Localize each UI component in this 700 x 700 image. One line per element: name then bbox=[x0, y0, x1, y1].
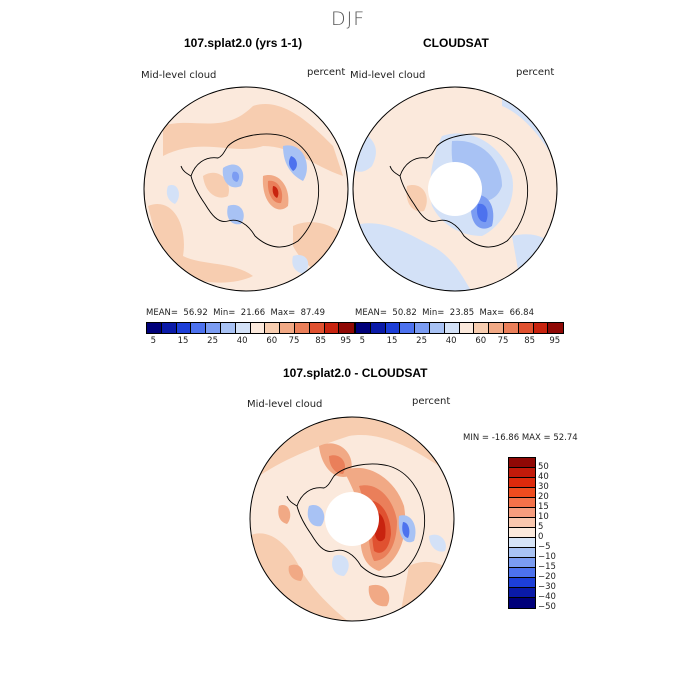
colorbar-swatch bbox=[509, 508, 535, 518]
model-mean: MEAN= 56.92 Min= 21.66 Max= 87.49 bbox=[146, 308, 325, 318]
colorbar-swatch bbox=[356, 323, 371, 333]
colorbar-tick-label: −10 bbox=[538, 552, 556, 562]
colorbar-tick-label: 15 bbox=[386, 336, 398, 346]
colorbar-swatch bbox=[509, 528, 535, 538]
colorbar-tick-label: 75 bbox=[288, 336, 300, 346]
colorbar-tick-label: 20 bbox=[538, 492, 549, 502]
colorbar-swatch bbox=[509, 478, 535, 488]
diff-field-label: Mid-level cloud bbox=[247, 399, 323, 410]
colorbar-swatch bbox=[265, 323, 281, 333]
colorbar-swatch bbox=[235, 323, 251, 333]
colorbar-tick-label: 95 bbox=[340, 336, 352, 346]
diff-colorbar bbox=[508, 457, 536, 609]
colorbar-swatch bbox=[518, 323, 534, 333]
colorbar-tick-label: 85 bbox=[315, 336, 327, 346]
colorbar-swatch bbox=[147, 323, 162, 333]
model-panel-title: 107.splat2.0 (yrs 1-1) bbox=[184, 36, 303, 50]
colorbar-tick-label: 25 bbox=[416, 336, 428, 346]
colorbar-swatch bbox=[400, 323, 416, 333]
obs-polar-map bbox=[352, 86, 558, 292]
colorbar-tick-label: 25 bbox=[207, 336, 219, 346]
colorbar-tick-label: 5 bbox=[150, 336, 157, 346]
colorbar-swatch bbox=[509, 598, 535, 608]
colorbar-tick-label: 85 bbox=[524, 336, 536, 346]
colorbar-tick-label: 15 bbox=[538, 502, 549, 512]
obs-panel-title: CLOUDSAT bbox=[423, 36, 489, 50]
colorbar-tick-label: −30 bbox=[538, 582, 556, 592]
colorbar-tick-label: 75 bbox=[497, 336, 509, 346]
colorbar-swatch bbox=[509, 578, 535, 588]
model-colorbar bbox=[146, 322, 356, 334]
colorbar-tick-label: 30 bbox=[538, 482, 549, 492]
colorbar-swatch bbox=[509, 568, 535, 578]
colorbar-swatch bbox=[509, 558, 535, 568]
colorbar-tick-label: −50 bbox=[538, 602, 556, 612]
colorbar-tick-label: 95 bbox=[549, 336, 561, 346]
obs-units-label: percent bbox=[516, 67, 555, 78]
colorbar-tick-label: 50 bbox=[538, 462, 549, 472]
colorbar-swatch bbox=[294, 323, 310, 333]
colorbar-swatch bbox=[429, 323, 445, 333]
colorbar-swatch bbox=[309, 323, 325, 333]
colorbar-tick-label: −40 bbox=[538, 592, 556, 602]
colorbar-swatch bbox=[489, 323, 504, 333]
colorbar-swatch bbox=[370, 323, 386, 333]
colorbar-tick-label: 15 bbox=[177, 336, 189, 346]
colorbar-swatch bbox=[191, 323, 207, 333]
colorbar-tick-label: 10 bbox=[538, 512, 549, 522]
season-title: DJF bbox=[331, 8, 366, 30]
colorbar-tick-label: 40 bbox=[445, 336, 457, 346]
colorbar-tick-label: 60 bbox=[475, 336, 487, 346]
colorbar-swatch bbox=[509, 488, 535, 498]
colorbar-swatch bbox=[385, 323, 401, 333]
colorbar-swatch bbox=[339, 323, 355, 333]
model-polar-map bbox=[143, 86, 349, 292]
colorbar-swatch bbox=[415, 323, 430, 333]
colorbar-tick-label: 60 bbox=[266, 336, 278, 346]
colorbar-swatch bbox=[533, 323, 549, 333]
colorbar-tick-label: 5 bbox=[538, 522, 544, 532]
colorbar-tick-label: 40 bbox=[538, 472, 549, 482]
colorbar-swatch bbox=[250, 323, 266, 333]
colorbar-swatch bbox=[324, 323, 340, 333]
colorbar-swatch bbox=[509, 498, 535, 508]
diff-polar-map bbox=[249, 416, 455, 622]
diff-range-text: MIN = -16.86 MAX = 52.74 bbox=[463, 433, 578, 443]
colorbar-swatch bbox=[206, 323, 221, 333]
colorbar-tick-label: −5 bbox=[538, 542, 551, 552]
colorbar-swatch bbox=[548, 323, 564, 333]
obs-mean: MEAN= 50.82 Min= 23.85 Max= 66.84 bbox=[355, 308, 534, 318]
obs-colorbar bbox=[355, 322, 565, 334]
colorbar-swatch bbox=[280, 323, 295, 333]
diff-units-label: percent bbox=[412, 396, 451, 407]
colorbar-tick-label: −20 bbox=[538, 572, 556, 582]
colorbar-tick-label: 0 bbox=[538, 532, 544, 542]
colorbar-swatch bbox=[176, 323, 192, 333]
colorbar-swatch bbox=[509, 468, 535, 478]
colorbar-swatch bbox=[474, 323, 490, 333]
colorbar-swatch bbox=[503, 323, 519, 333]
colorbar-swatch bbox=[509, 548, 535, 558]
colorbar-swatch bbox=[161, 323, 177, 333]
colorbar-tick-label: 5 bbox=[359, 336, 366, 346]
colorbar-swatch bbox=[509, 538, 535, 548]
obs-field-label: Mid-level cloud bbox=[350, 70, 426, 81]
colorbar-swatch bbox=[444, 323, 460, 333]
colorbar-swatch bbox=[459, 323, 475, 333]
colorbar-swatch bbox=[509, 588, 535, 598]
model-field-label: Mid-level cloud bbox=[141, 70, 217, 81]
colorbar-swatch bbox=[220, 323, 236, 333]
diff-panel-title: 107.splat2.0 - CLOUDSAT bbox=[283, 366, 428, 380]
colorbar-tick-label: 40 bbox=[236, 336, 248, 346]
colorbar-swatch bbox=[509, 458, 535, 468]
colorbar-swatch bbox=[509, 518, 535, 528]
model-units-label: percent bbox=[307, 67, 346, 78]
colorbar-tick-label: −15 bbox=[538, 562, 556, 572]
